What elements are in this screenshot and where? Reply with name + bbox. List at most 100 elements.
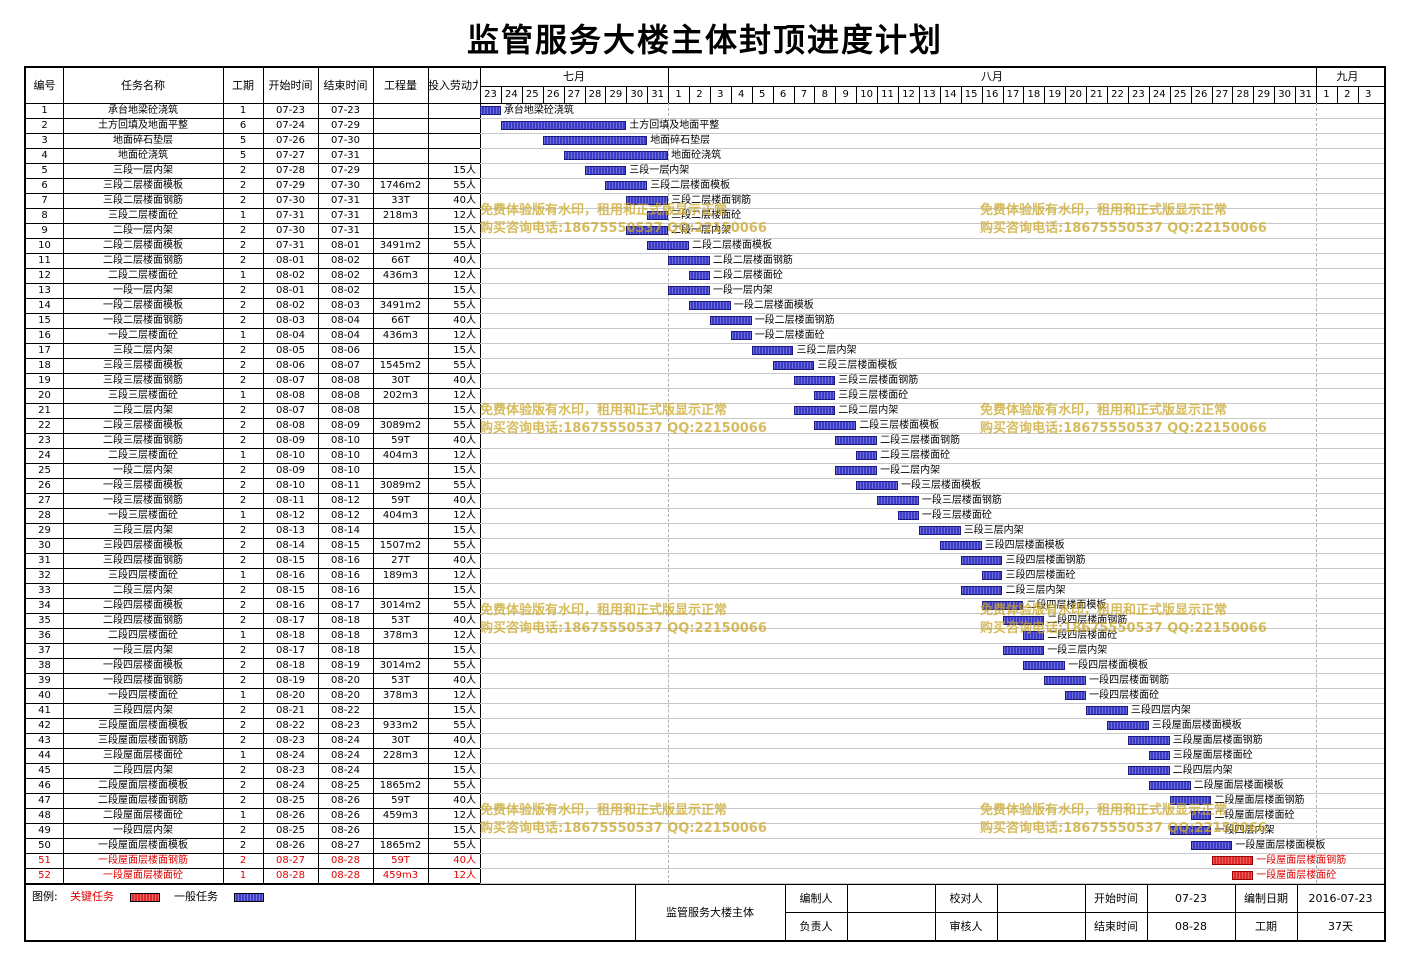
- cell-end: 08-22: [330, 705, 361, 716]
- header-end: 结束时间: [323, 79, 368, 92]
- cell-name: 一段屋面层楼面模板: [98, 840, 188, 851]
- table-row: 32 三段四层楼面砼 1 08-16 08-16 189m3 12人: [26, 568, 1384, 583]
- cell-no: 48: [38, 810, 51, 821]
- table-row: 21 二段二层内架 2 08-07 08-08 15人: [26, 403, 1384, 418]
- cell-name: 三段四层内架: [113, 705, 173, 716]
- cell-end: 08-06: [330, 345, 361, 356]
- gantt-bar-label: 二段二层楼面钢筋: [712, 255, 793, 266]
- cell-labor: 15人: [453, 405, 476, 416]
- gantt-bar: [772, 361, 815, 370]
- cell-end: 08-18: [330, 630, 361, 641]
- table-row: 17 三段二层内架 2 08-05 08-06 15人: [26, 343, 1384, 358]
- day-divider: [793, 86, 795, 103]
- day-label: 2: [1344, 89, 1351, 100]
- row-line: [26, 703, 480, 704]
- start-label: 开始时间: [1094, 892, 1138, 905]
- cell-dur: 2: [239, 360, 247, 371]
- gantt-bar-label: 三段一层内架: [629, 165, 690, 176]
- day-divider: [521, 86, 523, 103]
- cell-labor: 55人: [453, 720, 476, 731]
- table-row: 52 一段屋面层楼面砼 1 08-28 08-28 459m3 12人: [26, 868, 1384, 883]
- gantt-bar-label: 三段三层楼面钢筋: [838, 375, 919, 386]
- cell-qty: 1865m2: [379, 840, 422, 851]
- row-line: [26, 853, 480, 854]
- row-line: [26, 343, 480, 344]
- cell-qty: 66T: [391, 255, 410, 266]
- cell-name: 三段一层内架: [113, 165, 173, 176]
- cell-end: 07-30: [330, 180, 361, 191]
- row-line: [26, 163, 480, 164]
- cell-start: 08-28: [275, 870, 306, 881]
- cell-dur: 1: [239, 810, 247, 821]
- cell-labor: 40人: [453, 195, 476, 206]
- day-divider: [1232, 86, 1234, 103]
- cell-qty: [373, 148, 428, 163]
- cell-qty: [373, 133, 428, 148]
- day-label: 21: [1090, 89, 1103, 100]
- gantt-bar-label: 三段二层楼面钢筋: [671, 195, 752, 206]
- cell-labor: 55人: [453, 180, 476, 191]
- cell-start: 08-10: [275, 450, 306, 461]
- row-gridline: [480, 313, 1384, 314]
- table-row: 37 一段三层内架 2 08-17 08-18 15人: [26, 643, 1384, 658]
- cell-dur: 2: [239, 795, 247, 806]
- cell-no: 27: [38, 495, 51, 506]
- gantt-bar-label: 地面碎石垫层: [650, 135, 711, 146]
- day-label: 15: [964, 89, 978, 100]
- row-gridline: [480, 883, 1384, 884]
- gantt-bar: [793, 406, 836, 415]
- cell-labor: 40人: [453, 315, 476, 326]
- day-label: 7: [800, 89, 808, 100]
- cell-dur: 1: [239, 570, 247, 581]
- row-line: [26, 628, 480, 629]
- table-row: 49 一段四层内架 2 08-25 08-26 15人: [26, 823, 1384, 838]
- row-gridline: [480, 853, 1384, 854]
- gantt-bar-label: 二段三层楼面砼: [880, 450, 951, 461]
- cell-end: 08-14: [330, 525, 361, 536]
- table-row: 34 二段四层楼面模板 2 08-16 08-17 3014m2 55人: [26, 598, 1384, 613]
- day-label: 17: [1006, 89, 1020, 100]
- cell-qty: 3014m2: [379, 660, 422, 671]
- cell-qty: 404m3: [382, 450, 419, 461]
- gantt-bar: [835, 436, 878, 445]
- cell-labor: 15人: [453, 165, 476, 176]
- cell-dur: 2: [239, 285, 247, 296]
- day-label: 22: [1111, 89, 1124, 100]
- cell-start: 08-04: [275, 330, 306, 341]
- legend-label: 图例:: [32, 890, 58, 903]
- row-line: [26, 823, 480, 824]
- row-line: [26, 223, 480, 224]
- row-gridline: [480, 688, 1384, 689]
- cell-name: 一段二层楼面模板: [103, 300, 183, 311]
- row-gridline: [480, 748, 1384, 749]
- gantt-bar-label: 一段屋面层楼面砼: [1256, 870, 1337, 881]
- cell-qty: 59T: [391, 795, 410, 806]
- table-row: 3 地面碎石垫层 5 07-26 07-30: [26, 133, 1384, 148]
- end-value: 08-28: [1175, 920, 1207, 933]
- day-divider: [960, 86, 962, 103]
- cell-no: 39: [38, 675, 51, 686]
- cell-end: 08-26: [330, 825, 361, 836]
- table-row: 31 三段四层楼面钢筋 2 08-15 08-16 27T 40人: [26, 553, 1384, 568]
- cell-start: 08-07: [275, 375, 306, 386]
- gantt-bar: [689, 271, 710, 280]
- cell-start: 08-08: [275, 390, 306, 401]
- cell-no: 30: [38, 540, 51, 551]
- cell-no: 6: [41, 180, 48, 191]
- row-gridline: [480, 673, 1384, 674]
- cell-qty: 53T: [391, 615, 410, 626]
- gantt-bar: [1232, 871, 1254, 880]
- day-label: 28: [588, 89, 602, 100]
- row-line: [26, 478, 480, 479]
- cell-start: 08-09: [275, 465, 306, 476]
- cell-dur: 1: [239, 450, 247, 461]
- cell-dur: 2: [239, 405, 247, 416]
- cell-qty: 459m3: [382, 870, 419, 881]
- row-gridline: [480, 793, 1384, 794]
- day-label: 25: [1173, 89, 1187, 100]
- cell-labor: 12人: [453, 870, 476, 881]
- row-gridline: [480, 523, 1384, 524]
- gantt-bar: [1148, 781, 1191, 790]
- day-label: 5: [758, 89, 766, 100]
- header-bottom: [26, 103, 1384, 104]
